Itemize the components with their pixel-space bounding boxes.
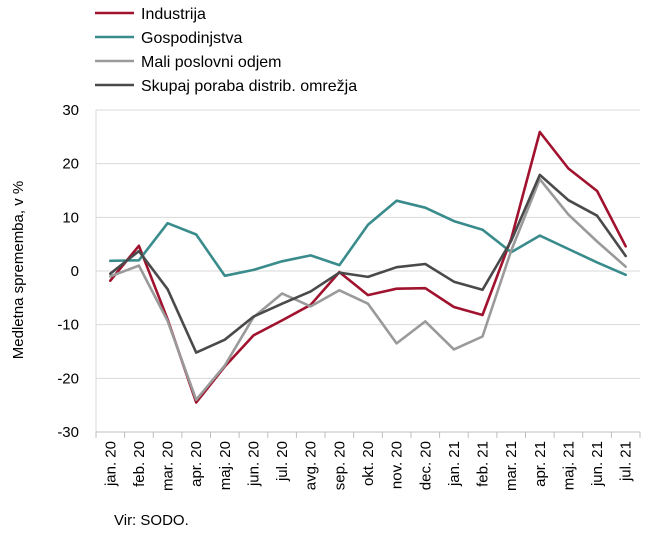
x-tick-label: dec. 20 [417,441,434,490]
x-tick-label: feb. 20 [131,441,148,487]
x-tick-label: maj. 20 [217,441,234,490]
legend-label: Skupaj poraba distrib. omrežja [141,78,357,95]
y-tick-label: 0 [71,263,79,280]
x-tick-label: nov. 20 [389,441,406,489]
x-tick-label: jan. 20 [102,441,119,487]
y-tick-label: -30 [57,424,79,441]
series-line-4 [109,173,628,354]
x-axis: jan. 20 feb. 20 mar. 20 apr. 20 maj. 20 jun. … [95,431,641,491]
series-line-1 [109,130,628,404]
source-note: Vir: SODO. [114,512,189,529]
series-lines [109,130,628,404]
legend-label: Mali poslovni odjem [141,54,282,71]
y-tick-label: 10 [62,209,79,226]
x-tick-label: mar. 21 [503,441,520,491]
y-axis: -30 -20 -10 0 10 20 30 [57,102,79,441]
series-line-2 [109,199,628,278]
y-tick-label: -10 [57,317,79,334]
x-tick-label: avg. 20 [303,441,320,490]
x-tick-label: sep. 20 [331,441,348,490]
legend-label: Industrija [141,6,206,23]
x-tick-label: jul. 21 [618,441,635,482]
x-tick-label: jun. 21 [589,441,606,487]
x-tick-label: apr. 20 [188,441,205,487]
legend: Industrija Gospodinjstva Mali poslovni odj… [95,6,357,95]
x-tick-label: jul. 20 [274,441,291,482]
y-tick-label: 30 [62,102,79,119]
x-tick-label: jun. 20 [245,441,262,487]
x-tick-label: apr. 21 [532,441,549,487]
legend-label: Gospodinjstva [141,30,242,47]
x-tick-label: okt. 20 [360,441,377,486]
x-tick-label: maj. 21 [560,441,577,490]
y-axis-title: Medletna sprememba, v % [10,181,27,359]
x-tick-label: jan. 21 [446,441,463,487]
series-line-3 [109,177,628,402]
gridlines [95,109,640,433]
x-tick-label: feb. 21 [475,441,492,487]
y-tick-label: -20 [57,370,79,387]
y-tick-label: 20 [62,156,79,173]
x-tick-label: mar. 20 [160,441,177,491]
